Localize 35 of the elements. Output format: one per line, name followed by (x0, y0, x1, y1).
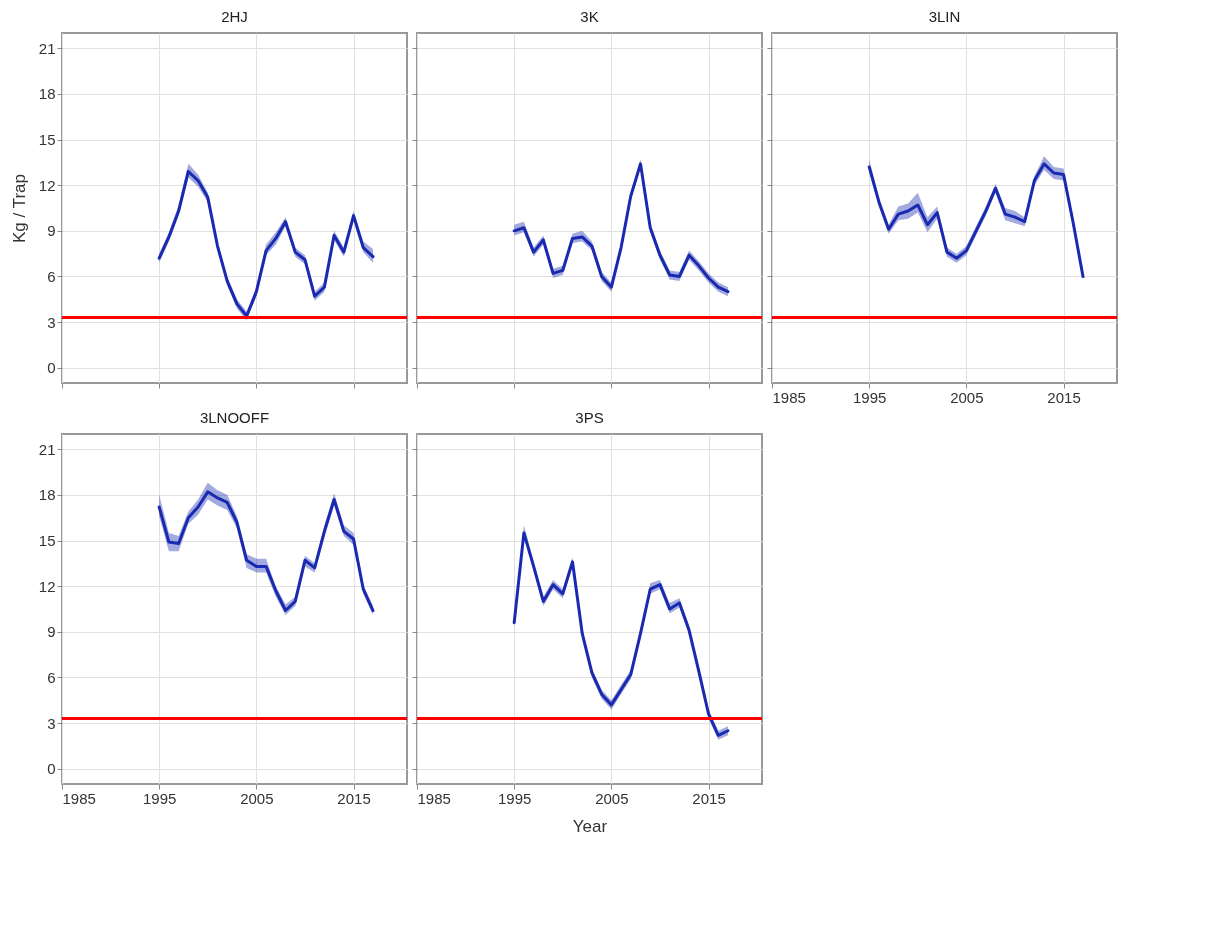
chart-title: 3LNOOFF (199, 409, 270, 426)
x-axis-title: Year (572, 816, 608, 836)
y-tick-label: 18 (38, 486, 56, 504)
y-tick-label: 0 (47, 760, 56, 778)
x-tick-label: 1985 (62, 789, 96, 807)
y-tick-label: 21 (38, 39, 56, 57)
x-tick-label: 2005 (595, 789, 629, 807)
y-tick-label: 12 (38, 176, 56, 194)
y-tick-label: 15 (38, 532, 56, 550)
x-tick-label: 2015 (692, 789, 726, 807)
y-tick-label: 6 (47, 267, 56, 285)
y-tick-label: 3 (47, 714, 56, 732)
y-tick-label: 9 (47, 222, 56, 240)
y-tick-label: 6 (47, 668, 56, 686)
y-tick-label: 3 (47, 313, 56, 331)
x-tick-label: 1995 (143, 789, 177, 807)
x-tick-label: 1985 (772, 388, 806, 406)
chart-title: 3PS (575, 409, 604, 426)
chart-title: 3K (580, 8, 599, 25)
y-tick-label: 9 (47, 623, 56, 641)
x-tick-label: 1995 (853, 388, 887, 406)
x-tick-label: 2005 (240, 789, 274, 807)
x-tick-label: 2015 (1047, 388, 1081, 406)
y-tick-label: 18 (38, 85, 56, 103)
x-tick-label: 1985 (417, 789, 451, 807)
x-tick-label: 2005 (950, 388, 984, 406)
y-tick-label: 12 (38, 577, 56, 595)
y-tick-label: 21 (38, 440, 56, 458)
chart-title: 3LIN (928, 8, 961, 25)
y-tick-label: 15 (38, 131, 56, 149)
x-tick-label: 2015 (337, 789, 371, 807)
y-axis-title: Kg / Trap (9, 174, 29, 243)
y-tick-label: 0 (47, 359, 56, 377)
chart-title: 2HJ (221, 8, 248, 25)
x-tick-label: 1995 (498, 789, 532, 807)
